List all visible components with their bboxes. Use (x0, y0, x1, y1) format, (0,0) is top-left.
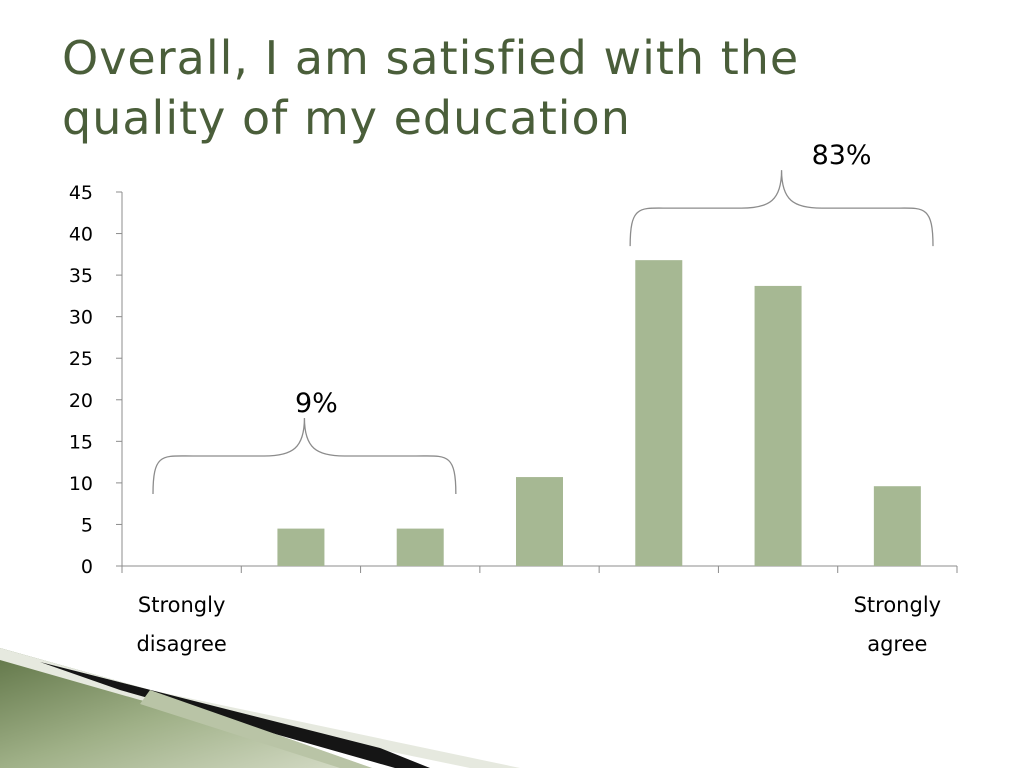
x-category-label: Strongly (138, 593, 226, 617)
bar (873, 486, 921, 566)
annotation-brace (152, 417, 457, 495)
bar (635, 260, 683, 566)
bar (277, 528, 325, 566)
bar (516, 477, 563, 566)
bar (396, 528, 444, 566)
y-tick-label: 30 (69, 307, 93, 329)
x-category-label: Strongly (854, 593, 942, 617)
annotation-brace (629, 170, 934, 247)
annotation-label: 83% (812, 140, 872, 171)
slide-title: Overall, I am satisfied with the quality… (62, 31, 800, 145)
y-tick-label: 35 (69, 265, 93, 287)
y-tick-label: 10 (69, 473, 93, 495)
y-tick-label: 5 (81, 514, 93, 536)
y-tick-label: 40 (69, 224, 93, 246)
y-tick-label: 0 (81, 556, 93, 578)
y-tick-label: 20 (69, 390, 93, 412)
bar (754, 285, 802, 566)
decorative-swoosh (0, 648, 520, 768)
y-tick-label: 25 (69, 348, 93, 370)
y-tick-label: 45 (69, 182, 93, 204)
x-category-label: agree (867, 632, 927, 656)
x-category-label: disagree (136, 632, 226, 656)
annotation-label: 9% (295, 388, 338, 419)
y-tick-label: 15 (69, 431, 93, 453)
